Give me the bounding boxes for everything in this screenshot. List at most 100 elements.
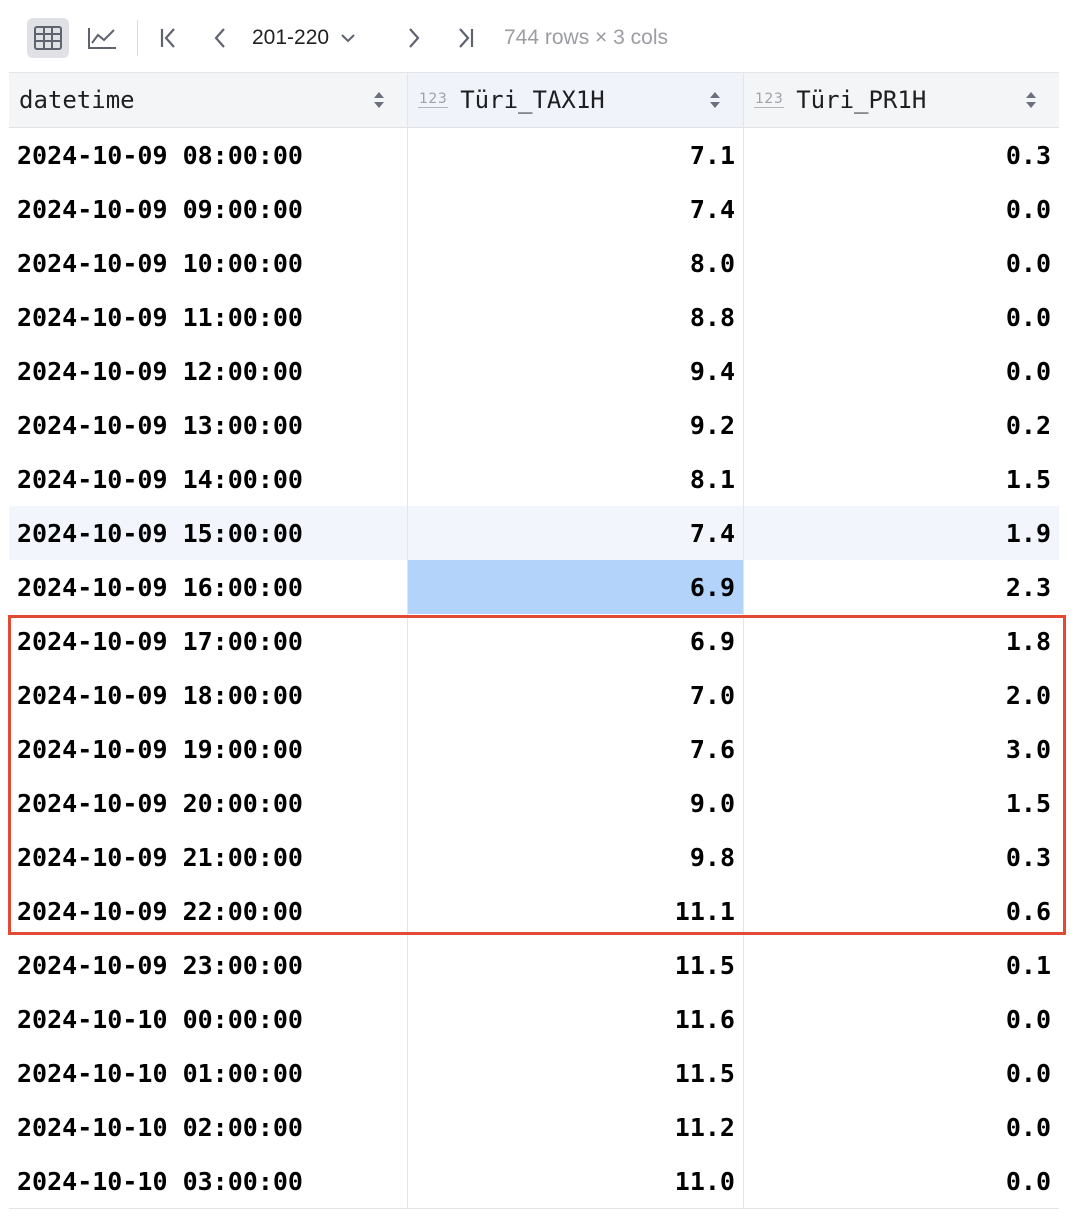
- table-row[interactable]: 2024-10-10 03:00:00 11.0 0.0: [9, 1154, 1059, 1208]
- table-row[interactable]: 2024-10-10 02:00:00 11.2 0.0: [9, 1100, 1059, 1154]
- sort-icon[interactable]: [1025, 90, 1037, 110]
- cell-turi-tax1h[interactable]: 7.6: [689, 734, 735, 764]
- cell-turi-tax1h[interactable]: 6.9: [408, 560, 743, 614]
- header-row: datetime 123 Türi_TAX1H 123 Türi_PR1H: [9, 73, 1059, 128]
- cell-datetime[interactable]: 2024-10-09 16:00:00: [17, 572, 303, 602]
- cell-turi-tax1h[interactable]: 11.0: [674, 1166, 735, 1196]
- cell-turi-pr1h[interactable]: 2.3: [1005, 572, 1051, 602]
- table-row[interactable]: 2024-10-09 20:00:00 9.0 1.5: [9, 776, 1059, 830]
- column-header-turi-pr1h[interactable]: 123 Türi_PR1H: [744, 73, 1059, 127]
- chevron-right-icon[interactable]: [393, 18, 435, 58]
- cell-datetime[interactable]: 2024-10-09 20:00:00: [17, 788, 303, 818]
- cell-datetime[interactable]: 2024-10-09 19:00:00: [17, 734, 303, 764]
- cell-turi-tax1h[interactable]: 7.0: [689, 680, 735, 710]
- cell-turi-pr1h[interactable]: 1.5: [1005, 464, 1051, 494]
- cell-turi-pr1h[interactable]: 0.0: [1005, 248, 1051, 278]
- table-grid-icon[interactable]: [27, 18, 69, 58]
- table-row[interactable]: 2024-10-09 10:00:00 8.0 0.0: [9, 236, 1059, 290]
- cell-turi-tax1h[interactable]: 9.8: [689, 842, 735, 872]
- cell-turi-tax1h[interactable]: 9.0: [689, 788, 735, 818]
- cell-turi-tax1h[interactable]: 11.6: [674, 1004, 735, 1034]
- first-page-icon[interactable]: [148, 18, 190, 58]
- cell-turi-pr1h[interactable]: 0.0: [1005, 1112, 1051, 1142]
- table-row[interactable]: 2024-10-09 13:00:00 9.2 0.2: [9, 398, 1059, 452]
- cell-turi-pr1h[interactable]: 1.9: [1005, 518, 1051, 548]
- table-row[interactable]: 2024-10-09 14:00:00 8.1 1.5: [9, 452, 1059, 506]
- cell-turi-tax1h[interactable]: 7.4: [689, 194, 735, 224]
- cell-turi-tax1h[interactable]: 8.8: [689, 302, 735, 332]
- table-row[interactable]: 2024-10-09 16:00:00 6.9 2.3: [9, 560, 1059, 614]
- table-row[interactable]: 2024-10-09 09:00:00 7.4 0.0: [9, 182, 1059, 236]
- cell-turi-tax1h[interactable]: 11.5: [674, 950, 735, 980]
- table-row[interactable]: 2024-10-09 15:00:00 7.4 1.9: [9, 506, 1059, 560]
- line-chart-icon[interactable]: [81, 18, 123, 58]
- cell-turi-pr1h[interactable]: 2.0: [1005, 680, 1051, 710]
- cell-turi-pr1h[interactable]: 1.5: [1005, 788, 1051, 818]
- cell-turi-tax1h[interactable]: 8.1: [689, 464, 735, 494]
- cell-datetime[interactable]: 2024-10-10 03:00:00: [17, 1166, 303, 1196]
- table-row[interactable]: 2024-10-09 08:00:00 7.1 0.3: [9, 128, 1059, 182]
- cell-datetime[interactable]: 2024-10-09 23:00:00: [17, 950, 303, 980]
- cell-turi-pr1h[interactable]: 1.8: [1005, 626, 1051, 656]
- cell-turi-pr1h[interactable]: 0.0: [1005, 194, 1051, 224]
- table-row[interactable]: 2024-10-10 00:00:00 11.6 0.0: [9, 992, 1059, 1046]
- cell-turi-pr1h[interactable]: 3.0: [1005, 734, 1051, 764]
- last-page-icon[interactable]: [444, 18, 486, 58]
- table-toolbar: 201-220 744 rows × 3 cols: [0, 0, 1074, 72]
- cell-turi-pr1h[interactable]: 0.0: [1005, 1058, 1051, 1088]
- cell-turi-pr1h[interactable]: 0.3: [1005, 842, 1051, 872]
- cell-turi-pr1h[interactable]: 0.6: [1005, 896, 1051, 926]
- table-row[interactable]: 2024-10-09 21:00:00 9.8 0.3: [9, 830, 1059, 884]
- table-row[interactable]: 2024-10-10 01:00:00 11.5 0.0: [9, 1046, 1059, 1100]
- cell-datetime[interactable]: 2024-10-09 09:00:00: [17, 194, 303, 224]
- cell-datetime[interactable]: 2024-10-09 18:00:00: [17, 680, 303, 710]
- cell-turi-tax1h[interactable]: 11.1: [674, 896, 735, 926]
- column-header-label: datetime: [19, 86, 135, 114]
- cell-datetime[interactable]: 2024-10-10 01:00:00: [17, 1058, 303, 1088]
- column-header-datetime[interactable]: datetime: [9, 73, 407, 127]
- cell-turi-pr1h[interactable]: 0.0: [1005, 356, 1051, 386]
- cell-datetime[interactable]: 2024-10-09 13:00:00: [17, 410, 303, 440]
- table-row[interactable]: 2024-10-09 23:00:00 11.5 0.1: [9, 938, 1059, 992]
- page-range-select[interactable]: 201-220: [252, 18, 357, 58]
- cell-datetime[interactable]: 2024-10-09 10:00:00: [17, 248, 303, 278]
- cell-turi-pr1h[interactable]: 0.0: [1005, 302, 1051, 332]
- cell-turi-pr1h[interactable]: 0.0: [1005, 1166, 1051, 1196]
- cell-datetime[interactable]: 2024-10-09 15:00:00: [17, 518, 303, 548]
- cell-turi-tax1h[interactable]: 8.0: [689, 248, 735, 278]
- table-row[interactable]: 2024-10-09 19:00:00 7.6 3.0: [9, 722, 1059, 776]
- cell-turi-tax1h[interactable]: 11.5: [674, 1058, 735, 1088]
- cell-turi-pr1h[interactable]: 0.0: [1005, 1004, 1051, 1034]
- cell-datetime[interactable]: 2024-10-09 12:00:00: [17, 356, 303, 386]
- table-row[interactable]: 2024-10-09 18:00:00 7.0 2.0: [9, 668, 1059, 722]
- cell-datetime[interactable]: 2024-10-10 00:00:00: [17, 1004, 303, 1034]
- cell-turi-tax1h[interactable]: 7.4: [689, 518, 735, 548]
- sort-icon[interactable]: [373, 90, 385, 110]
- cell-datetime[interactable]: 2024-10-09 08:00:00: [17, 140, 303, 170]
- cell-turi-tax1h[interactable]: 9.2: [689, 410, 735, 440]
- cell-turi-tax1h[interactable]: 7.1: [689, 140, 735, 170]
- table-row[interactable]: 2024-10-09 17:00:00 6.9 1.8: [9, 614, 1059, 668]
- cell-turi-pr1h[interactable]: 0.3: [1005, 140, 1051, 170]
- table-row[interactable]: 2024-10-09 22:00:00 11.1 0.6: [9, 884, 1059, 938]
- cell-datetime[interactable]: 2024-10-10 02:00:00: [17, 1112, 303, 1142]
- cell-turi-tax1h[interactable]: 11.2: [674, 1112, 735, 1142]
- cell-turi-tax1h[interactable]: 9.4: [689, 356, 735, 386]
- cell-datetime[interactable]: 2024-10-09 22:00:00: [17, 896, 303, 926]
- column-header-turi-tax1h[interactable]: 123 Türi_TAX1H: [408, 73, 743, 127]
- sort-icon[interactable]: [709, 90, 721, 110]
- cell-turi-pr1h[interactable]: 0.1: [1005, 950, 1051, 980]
- chevron-left-icon[interactable]: [199, 18, 241, 58]
- table-row[interactable]: 2024-10-09 11:00:00 8.8 0.0: [9, 290, 1059, 344]
- cell-turi-tax1h[interactable]: 6.9: [689, 626, 735, 656]
- cell-datetime[interactable]: 2024-10-09 21:00:00: [17, 842, 303, 872]
- table-row[interactable]: 2024-10-09 12:00:00 9.4 0.0: [9, 344, 1059, 398]
- data-grid: datetime 123 Türi_TAX1H 123 Türi_PR1H 20…: [9, 72, 1059, 1209]
- column-divider[interactable]: [407, 73, 408, 1208]
- cell-datetime[interactable]: 2024-10-09 11:00:00: [17, 302, 303, 332]
- column-divider[interactable]: [743, 73, 744, 1208]
- cell-datetime[interactable]: 2024-10-09 14:00:00: [17, 464, 303, 494]
- chevron-down-icon: [341, 34, 355, 43]
- cell-datetime[interactable]: 2024-10-09 17:00:00: [17, 626, 303, 656]
- cell-turi-pr1h[interactable]: 0.2: [1005, 410, 1051, 440]
